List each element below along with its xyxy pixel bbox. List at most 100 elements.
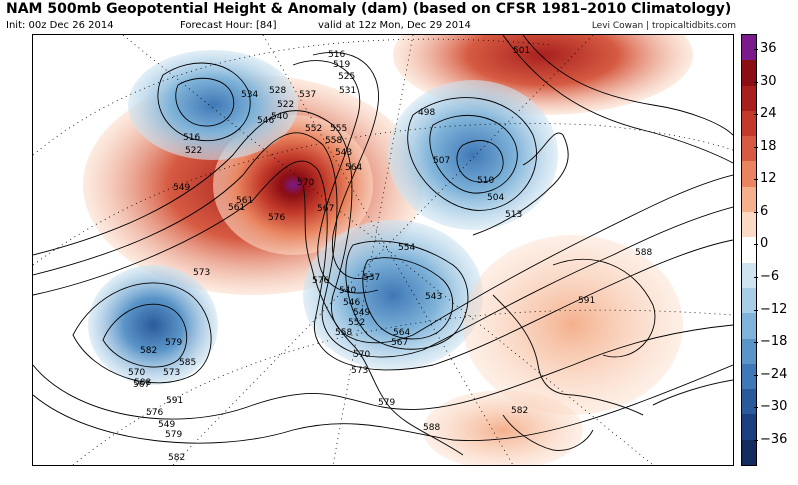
colorbar-segment [742,287,756,314]
colorbar-label: 0 [760,236,769,252]
contour-label: 537 [299,90,316,100]
colorbar-segment [742,60,756,87]
init-time: Init: 00z Dec 26 2014 [6,20,114,31]
contour-label: 561 [228,203,245,213]
contour-line [345,240,469,350]
contour-label: 528 [269,86,286,96]
colorbar-tick [754,49,758,50]
contour-label: 573 [163,368,180,378]
contour-line [429,114,518,194]
map-title: NAM 500mb Geopotential Height & Anomaly … [6,1,732,17]
contour-line [292,60,379,294]
contour-line [456,140,504,183]
contour-label: 579 [165,430,182,440]
colorbar-label: −18 [760,334,788,350]
contour-label: 567 [317,204,334,214]
contour-line [33,160,733,371]
contour-label: 558 [325,136,342,146]
contour-label: 501 [513,46,530,56]
contour-label: 534 [241,90,258,100]
aleutian-negative-anomaly [128,50,298,160]
gulf-coastline [502,414,594,451]
colorbar-tick [754,114,758,116]
contour-label: 498 [418,108,435,118]
colorbar-tick [754,211,758,213]
contour-label: 522 [185,146,202,156]
colorbar-segment [742,212,756,238]
contour-label: 588 [134,378,151,388]
credit-text: Levi Cowan | tropicaltidbits.com [591,21,736,31]
contour-label: 558 [335,328,352,338]
contour-line [33,324,733,420]
contour-label: 579 [165,338,182,348]
colorbar-segment [742,363,756,390]
contour-label: 525 [338,72,355,82]
contour-label: 531 [339,86,356,96]
contour-label: 591 [578,296,595,306]
contour-line [522,35,733,136]
contour-label: 549 [353,308,370,318]
east-coastline [492,294,644,416]
contour-label: 540 [271,112,288,122]
contour-label: 507 [433,156,450,166]
colorbar-label: 30 [760,73,777,89]
colorbar-label: 18 [760,138,777,154]
forecast-hour: Forecast Hour: [84] [180,20,277,31]
colorbar-tick [754,374,758,376]
contour-label: 555 [330,124,347,134]
graticule [33,35,733,465]
contour-label: 510 [477,176,494,186]
contour-label: 573 [351,366,368,376]
contour-label: 588 [635,248,652,258]
contour-label: 549 [158,420,175,430]
colorbar-segment [742,313,756,340]
latitude-line [33,123,733,266]
colorbar-label: 6 [760,203,769,219]
contour-label: 576 [268,213,285,223]
contour-label: 582 [168,453,185,463]
contour-label: 516 [328,50,345,60]
latitude-line [33,38,554,156]
contour-label: 588 [423,423,440,433]
contour-label: 516 [183,133,200,143]
colorbar-label: −30 [760,399,788,415]
contour-line [33,132,733,358]
caribbean-islands [652,379,733,406]
pacific-low-anomaly [88,265,218,385]
contour-label: 582 [140,346,157,356]
colorbar-segment [742,136,756,162]
southeast-positive-anomaly [463,235,683,415]
colorbar-tick [754,179,758,181]
colorbar-tick [754,146,758,148]
contour-label: 576 [312,276,329,286]
colorbar-tick [754,244,758,246]
contour-line [175,77,235,127]
contour-label: 546 [343,298,360,308]
colorbar-segment [742,439,756,466]
colorbar-segment [742,85,756,112]
contour-line [33,364,733,444]
colorbar-label: 24 [760,106,777,122]
colorbar-segment [742,110,756,137]
colorbar-label: −36 [760,431,788,447]
colorbar [741,34,757,466]
contour-label: 543 [335,148,352,158]
colorbar-label: −12 [760,301,788,317]
hudson-coastline [472,132,569,236]
contour-label: 554 [398,243,415,253]
colorbar-segment [742,237,756,264]
contour-label: 546 [257,116,274,126]
colorbar-label: 12 [760,171,777,187]
contour-line [72,282,212,384]
contour-line [33,110,733,344]
colorbar-segment [742,161,756,188]
contour-line [362,257,454,340]
height-contours [33,35,733,444]
colorbar-tick [754,342,758,344]
contour-label: 570 [128,368,145,378]
contour-label: 552 [348,318,365,328]
colorbar-label: −6 [760,269,780,285]
contour-line [502,35,733,164]
contour-label: 564 [345,163,362,173]
contour-label: 564 [393,328,410,338]
